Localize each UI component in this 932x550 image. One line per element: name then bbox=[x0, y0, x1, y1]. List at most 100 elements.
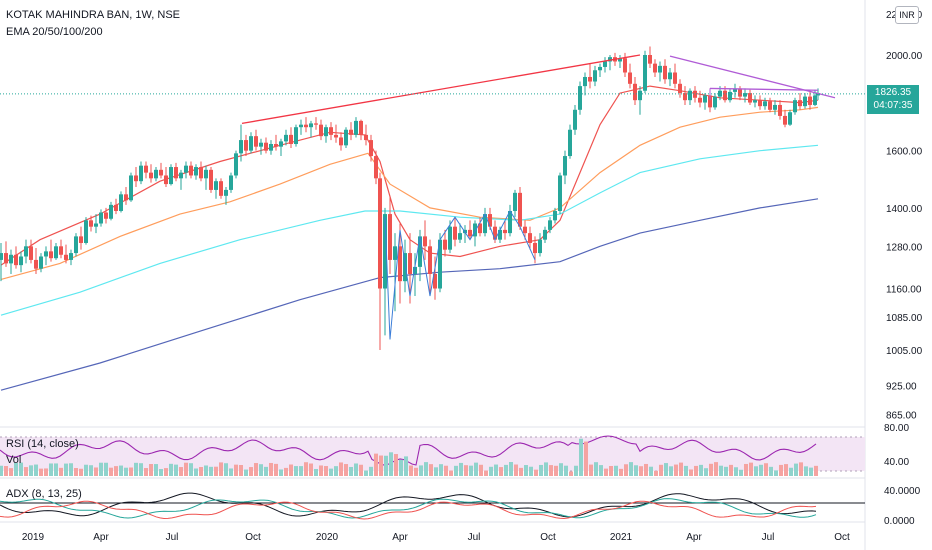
volume-bar bbox=[304, 462, 308, 476]
candle-body bbox=[793, 100, 797, 113]
x-axis-label: Jul bbox=[468, 532, 481, 543]
trendline-red_upper[interactable] bbox=[241, 54, 641, 125]
candle-body bbox=[633, 83, 637, 101]
volume-bar bbox=[664, 463, 668, 476]
price-scale-label: 865.00 bbox=[886, 410, 917, 421]
volume-bar bbox=[59, 467, 63, 476]
volume-bar bbox=[144, 468, 148, 476]
candle-body bbox=[294, 127, 298, 145]
x-axis-label: Apr bbox=[392, 532, 408, 543]
candle-body bbox=[493, 226, 497, 240]
candle-body bbox=[299, 124, 303, 128]
candle-body bbox=[149, 172, 153, 179]
candle-body bbox=[428, 246, 432, 274]
currency-badge[interactable]: INR bbox=[895, 6, 919, 24]
bar-countdown: 04:07:35 bbox=[873, 100, 913, 111]
volume-bar bbox=[364, 470, 368, 476]
volume-bar bbox=[24, 467, 28, 476]
candle-body bbox=[378, 178, 382, 289]
candle-body bbox=[259, 142, 263, 147]
volume-bar bbox=[714, 462, 718, 476]
candle-body bbox=[119, 194, 123, 211]
ema-line-50 bbox=[0, 106, 819, 280]
volume-bar bbox=[674, 464, 678, 476]
volume-bar bbox=[734, 467, 738, 476]
candle-body bbox=[538, 239, 542, 254]
volume-bar bbox=[264, 466, 268, 476]
candle-body bbox=[663, 65, 667, 80]
volume-bar bbox=[654, 470, 658, 476]
candle-body bbox=[413, 266, 417, 274]
volume-bar bbox=[409, 465, 413, 476]
volume-bar bbox=[489, 466, 493, 476]
indicator-scale-label: 0.0000 bbox=[884, 516, 915, 527]
volume-bar bbox=[204, 465, 208, 476]
volume-bar bbox=[74, 467, 78, 476]
candle-body bbox=[763, 101, 767, 107]
volume-bar bbox=[344, 464, 348, 476]
ema-legend: EMA 20/50/100/200 bbox=[6, 26, 103, 38]
volume-bar bbox=[309, 463, 313, 476]
candle-body bbox=[623, 58, 627, 73]
volume-bar bbox=[319, 465, 323, 476]
candle-body bbox=[349, 129, 353, 135]
volume-bar bbox=[559, 463, 563, 476]
candle-body bbox=[768, 101, 772, 110]
candle-body bbox=[179, 172, 183, 179]
volume-bar bbox=[154, 464, 158, 476]
volume-bar bbox=[709, 463, 713, 476]
candle-body bbox=[533, 242, 537, 254]
x-axis-label: Jul bbox=[762, 532, 775, 543]
candle-body bbox=[513, 192, 517, 211]
volume-bar bbox=[799, 462, 803, 476]
candle-body bbox=[563, 156, 567, 176]
volume-bar bbox=[729, 464, 733, 476]
adx-label: ADX (8, 13, 25) bbox=[6, 488, 82, 500]
candle-body bbox=[204, 169, 208, 179]
x-axis-label: Jul bbox=[166, 532, 179, 543]
volume-bar bbox=[259, 464, 263, 476]
volume-bar bbox=[379, 455, 383, 476]
volume-bar bbox=[584, 441, 588, 476]
trendline-purple_desc[interactable] bbox=[669, 55, 836, 99]
price-scale-label: 925.00 bbox=[886, 382, 917, 393]
volume-bar bbox=[239, 465, 243, 476]
x-axis-label: Oct bbox=[834, 532, 850, 543]
volume-bar bbox=[404, 456, 408, 476]
candle-body bbox=[403, 253, 407, 282]
trendline-purple_flat[interactable] bbox=[709, 87, 819, 91]
volume-bar bbox=[184, 462, 188, 476]
volume-bar bbox=[629, 462, 633, 476]
candle-body bbox=[603, 61, 607, 67]
volume-bar bbox=[159, 469, 163, 476]
candle-body bbox=[144, 165, 148, 173]
volume-bar bbox=[639, 466, 643, 476]
volume-bar bbox=[374, 453, 378, 476]
candle-body bbox=[543, 229, 547, 240]
candle-body bbox=[578, 86, 582, 110]
volume-bar bbox=[789, 467, 793, 476]
volume-bar bbox=[94, 467, 98, 476]
volume-bar bbox=[744, 463, 748, 476]
volume-bar bbox=[219, 462, 223, 476]
candle-body bbox=[503, 229, 507, 234]
volume-bar bbox=[624, 464, 628, 476]
candle-body bbox=[194, 167, 198, 176]
volume-bar bbox=[34, 464, 38, 476]
candle-body bbox=[668, 72, 672, 80]
candle-body bbox=[244, 140, 248, 151]
volume-bar bbox=[464, 465, 468, 476]
candle-body bbox=[703, 95, 707, 103]
candle-body bbox=[383, 214, 387, 289]
volume-bar bbox=[574, 465, 578, 476]
volume-bar bbox=[299, 466, 303, 476]
candle-body bbox=[159, 169, 163, 176]
candle-body bbox=[658, 65, 662, 73]
candle-body bbox=[593, 70, 597, 82]
price-scale-label: 1005.00 bbox=[886, 346, 923, 357]
candle-body bbox=[713, 96, 717, 108]
volume-bar bbox=[254, 463, 258, 476]
candle-body bbox=[608, 57, 612, 62]
volume-bar bbox=[169, 463, 173, 476]
